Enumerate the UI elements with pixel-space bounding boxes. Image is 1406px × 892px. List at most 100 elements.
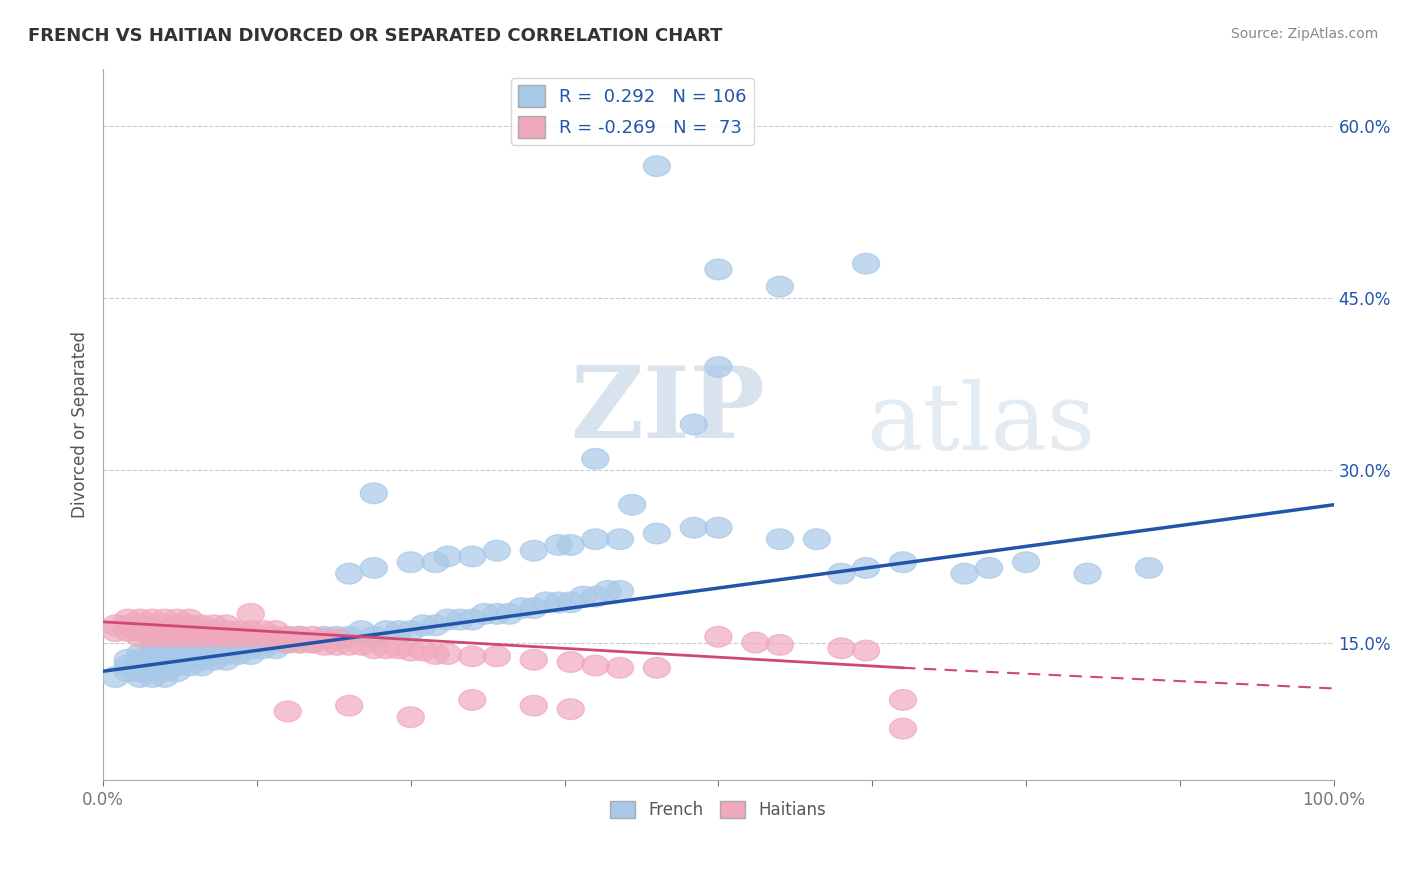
Ellipse shape <box>127 655 153 676</box>
Ellipse shape <box>520 696 547 716</box>
Ellipse shape <box>890 690 917 710</box>
Ellipse shape <box>582 449 609 469</box>
Ellipse shape <box>890 718 917 739</box>
Ellipse shape <box>150 609 179 630</box>
Text: atlas: atlas <box>866 379 1095 469</box>
Ellipse shape <box>803 529 831 549</box>
Ellipse shape <box>200 649 228 670</box>
Ellipse shape <box>238 604 264 624</box>
Ellipse shape <box>176 649 202 670</box>
Ellipse shape <box>238 632 264 653</box>
Ellipse shape <box>139 649 166 670</box>
Ellipse shape <box>976 558 1002 578</box>
Ellipse shape <box>323 634 350 655</box>
Ellipse shape <box>238 638 264 658</box>
Ellipse shape <box>150 649 179 670</box>
Ellipse shape <box>852 558 880 578</box>
Ellipse shape <box>398 706 425 728</box>
Ellipse shape <box>176 609 202 630</box>
Ellipse shape <box>114 609 141 630</box>
Ellipse shape <box>225 626 252 647</box>
Ellipse shape <box>262 626 290 647</box>
Ellipse shape <box>458 609 486 630</box>
Ellipse shape <box>262 621 290 641</box>
Ellipse shape <box>188 644 215 665</box>
Ellipse shape <box>484 604 510 624</box>
Ellipse shape <box>274 626 301 647</box>
Ellipse shape <box>311 629 339 649</box>
Ellipse shape <box>447 609 474 630</box>
Ellipse shape <box>644 156 671 177</box>
Ellipse shape <box>176 655 202 676</box>
Ellipse shape <box>114 621 141 641</box>
Ellipse shape <box>139 661 166 681</box>
Ellipse shape <box>349 634 375 655</box>
Ellipse shape <box>704 517 733 538</box>
Ellipse shape <box>398 640 425 661</box>
Ellipse shape <box>212 632 239 653</box>
Ellipse shape <box>139 666 166 688</box>
Ellipse shape <box>422 615 449 636</box>
Ellipse shape <box>644 523 671 544</box>
Ellipse shape <box>520 598 547 618</box>
Ellipse shape <box>150 661 179 681</box>
Ellipse shape <box>225 644 252 665</box>
Ellipse shape <box>385 638 412 658</box>
Ellipse shape <box>422 552 449 573</box>
Ellipse shape <box>890 552 917 573</box>
Ellipse shape <box>200 632 228 653</box>
Ellipse shape <box>852 253 880 274</box>
Text: Source: ZipAtlas.com: Source: ZipAtlas.com <box>1230 27 1378 41</box>
Ellipse shape <box>704 626 733 647</box>
Ellipse shape <box>150 644 179 665</box>
Ellipse shape <box>274 632 301 653</box>
Ellipse shape <box>225 626 252 647</box>
Ellipse shape <box>606 657 634 678</box>
Ellipse shape <box>323 626 350 647</box>
Ellipse shape <box>238 644 264 665</box>
Ellipse shape <box>606 581 634 601</box>
Ellipse shape <box>681 517 707 538</box>
Ellipse shape <box>114 649 141 670</box>
Ellipse shape <box>139 638 166 658</box>
Ellipse shape <box>200 644 228 665</box>
Ellipse shape <box>458 690 486 710</box>
Ellipse shape <box>225 638 252 658</box>
Ellipse shape <box>127 621 153 641</box>
Ellipse shape <box>212 644 239 665</box>
Ellipse shape <box>398 621 425 641</box>
Ellipse shape <box>101 621 129 641</box>
Ellipse shape <box>150 615 179 636</box>
Ellipse shape <box>238 621 264 641</box>
Ellipse shape <box>176 626 202 647</box>
Ellipse shape <box>496 604 523 624</box>
Ellipse shape <box>200 626 228 647</box>
Ellipse shape <box>287 626 314 647</box>
Ellipse shape <box>262 632 290 653</box>
Ellipse shape <box>644 657 671 678</box>
Ellipse shape <box>1012 552 1039 573</box>
Ellipse shape <box>150 666 179 688</box>
Ellipse shape <box>150 655 179 676</box>
Ellipse shape <box>114 615 141 636</box>
Ellipse shape <box>200 621 228 641</box>
Ellipse shape <box>249 638 277 658</box>
Ellipse shape <box>163 644 190 665</box>
Ellipse shape <box>188 626 215 647</box>
Ellipse shape <box>238 626 264 647</box>
Ellipse shape <box>212 615 239 636</box>
Ellipse shape <box>163 638 190 658</box>
Ellipse shape <box>274 701 301 722</box>
Ellipse shape <box>188 615 215 636</box>
Ellipse shape <box>766 277 793 297</box>
Ellipse shape <box>188 655 215 676</box>
Ellipse shape <box>238 626 264 647</box>
Ellipse shape <box>114 655 141 676</box>
Ellipse shape <box>1136 558 1163 578</box>
Ellipse shape <box>139 609 166 630</box>
Ellipse shape <box>200 615 228 636</box>
Ellipse shape <box>188 638 215 658</box>
Ellipse shape <box>828 638 855 658</box>
Ellipse shape <box>409 615 437 636</box>
Ellipse shape <box>200 638 228 658</box>
